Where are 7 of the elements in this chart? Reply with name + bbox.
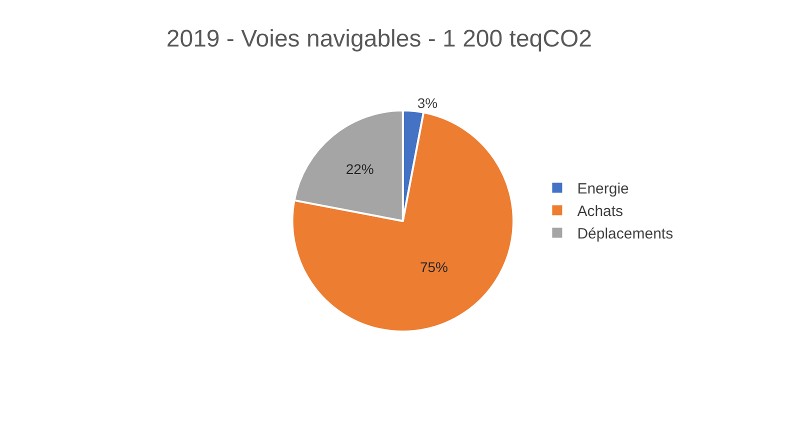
legend-label: Déplacements — [577, 226, 674, 243]
data-label: 22% — [346, 160, 374, 177]
data-label: 75% — [420, 258, 448, 275]
legend-label: Achats — [577, 203, 624, 220]
legend-label: Energie — [577, 180, 629, 198]
data-label: 3% — [417, 94, 438, 111]
chart-title: 2019 - Voies navigables - 1 200 teqCO2 — [166, 25, 592, 52]
